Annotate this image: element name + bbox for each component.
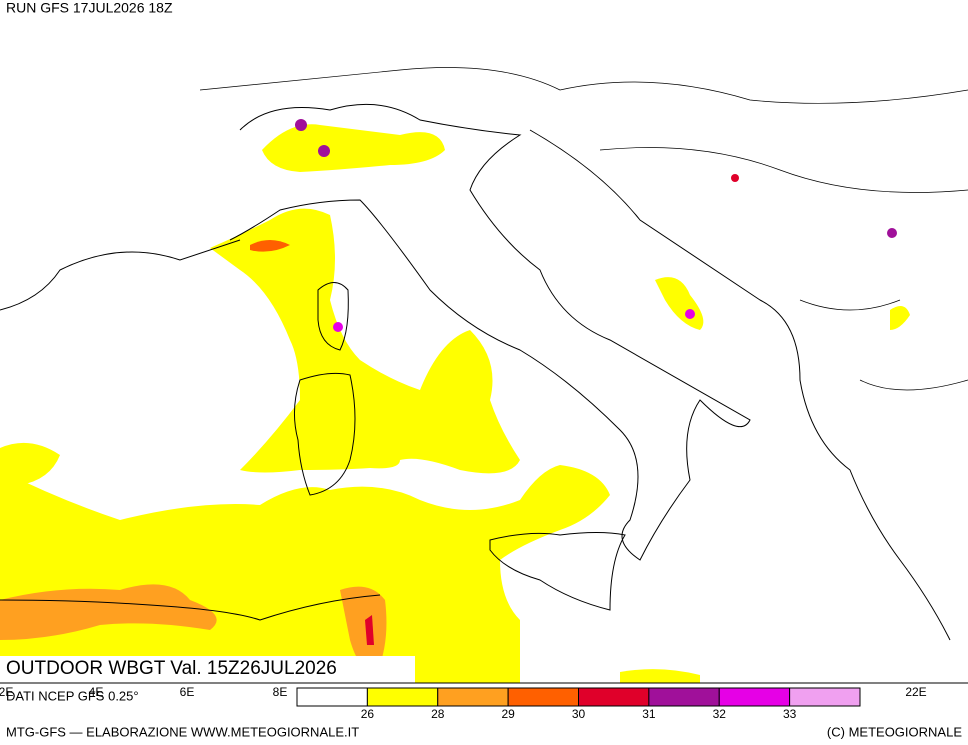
- colorbar-box: [578, 687, 650, 707]
- field-purple: [318, 145, 330, 157]
- longitude-label: 2E: [0, 685, 13, 699]
- run-label: RUN GFS 17JUL2026 18Z: [6, 0, 173, 16]
- coastlines: [0, 67, 968, 641]
- longitude-label: 4E: [89, 685, 104, 699]
- italy-coast: [229, 103, 751, 561]
- field-yellow: [890, 306, 910, 330]
- data-source: DATI NCEP GFS 0.25°: [6, 688, 139, 703]
- field-yellow: [620, 669, 700, 683]
- colorbar-label: 32: [713, 707, 727, 721]
- colorbar-box: [366, 687, 439, 707]
- colorbar-label: 26: [361, 707, 375, 721]
- field-yellow: [0, 442, 60, 510]
- field-magenta: [685, 309, 695, 319]
- field-yellow: [0, 465, 610, 683]
- colorbar-label: 33: [783, 707, 797, 721]
- spain-france-coast: [0, 239, 241, 311]
- borders: [199, 67, 968, 104]
- field-orange: [0, 584, 217, 640]
- colorbar-box: [296, 687, 368, 707]
- colorbar-box: [507, 687, 579, 707]
- borders: [599, 147, 968, 391]
- field-purple: [887, 228, 897, 238]
- sicily-coast: [489, 532, 626, 611]
- longitude-label: 22E: [905, 685, 926, 699]
- colorbar-box: [718, 687, 791, 707]
- colorbar-box: [648, 687, 720, 707]
- colorbar: 26 28 29 30 31 32 33: [296, 687, 861, 721]
- corsica-coast: [317, 282, 349, 351]
- colorbar-label: 31: [642, 707, 656, 721]
- colorbar-box: [437, 687, 509, 707]
- colorbar-label: 28: [431, 707, 445, 721]
- map-title: OUTDOOR WBGT Val. 15Z26JUL2026: [6, 658, 337, 679]
- balkan-coast: [529, 129, 951, 641]
- field-purple: [295, 119, 307, 131]
- footer-right: (C) METEOGIORNALE: [827, 724, 962, 739]
- longitude-label: 6E: [180, 685, 195, 699]
- sardinia-coast: [294, 372, 356, 496]
- field-red: [731, 174, 739, 182]
- field-red: [365, 615, 374, 645]
- field-dark-orange: [250, 240, 290, 252]
- field-yellow: [262, 124, 445, 172]
- field-yellow: [210, 208, 520, 474]
- colorbar-box: [789, 687, 861, 707]
- title-box: [0, 656, 415, 683]
- footer-left: MTG-GFS — ELABORAZIONE WWW.METEOGIORNALE…: [6, 724, 359, 739]
- colorbar-label: 29: [501, 707, 515, 721]
- colorbar-label: 30: [572, 707, 586, 721]
- wbgt-fields: [0, 119, 910, 683]
- field-magenta: [333, 322, 343, 332]
- longitude-labels: 2E 4E 6E 8E 22E: [0, 685, 927, 699]
- africa-coast: [0, 594, 381, 621]
- field-orange: [340, 586, 387, 671]
- longitude-label: 8E: [273, 685, 288, 699]
